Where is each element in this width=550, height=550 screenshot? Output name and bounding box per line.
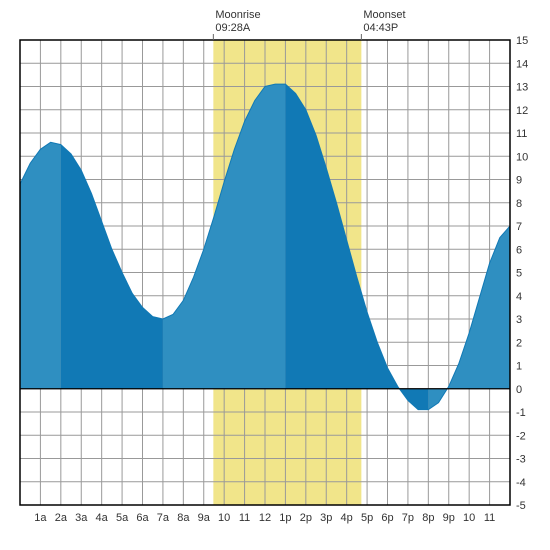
x-tick-label: 1a: [34, 512, 47, 524]
y-tick-label: 7: [516, 221, 522, 233]
x-tick-label: 7p: [402, 512, 414, 524]
x-tick-label: 5p: [361, 512, 373, 524]
moonrise-time: 09:28A: [215, 22, 251, 34]
x-tick-label: 10: [463, 512, 475, 524]
y-tick-label: 5: [516, 268, 522, 280]
chart-svg: -5-4-3-2-101234567891011121314151a2a3a4a…: [0, 0, 550, 550]
y-tick-label: -5: [516, 500, 526, 512]
y-tick-label: 1: [516, 361, 522, 373]
y-tick-label: -3: [516, 454, 526, 466]
y-tick-label: 8: [516, 198, 522, 210]
y-tick-label: 6: [516, 244, 522, 256]
x-tick-label: 4p: [341, 512, 353, 524]
x-tick-label: 1p: [279, 512, 291, 524]
y-tick-label: 10: [516, 151, 528, 163]
x-tick-label: 3a: [75, 512, 88, 524]
x-tick-label: 9a: [198, 512, 211, 524]
x-tick-label: 7a: [157, 512, 170, 524]
y-tick-label: 12: [516, 105, 528, 117]
x-tick-label: 2p: [300, 512, 312, 524]
x-tick-label: 4a: [96, 512, 109, 524]
y-tick-label: 3: [516, 314, 522, 326]
y-tick-label: 13: [516, 82, 528, 94]
x-tick-label: 9p: [443, 512, 455, 524]
x-tick-label: 12: [259, 512, 271, 524]
y-tick-label: 11: [516, 128, 527, 140]
y-tick-label: 2: [516, 337, 522, 349]
y-tick-label: 9: [516, 175, 522, 187]
y-tick-label: -4: [516, 477, 526, 489]
y-tick-label: 0: [516, 384, 522, 396]
y-tick-label: 4: [516, 291, 522, 303]
tide-segment: [20, 142, 61, 388]
x-tick-label: 5a: [116, 512, 129, 524]
x-tick-label: 11: [239, 512, 250, 524]
y-tick-label: -2: [516, 430, 526, 442]
y-tick-label: -1: [516, 407, 526, 419]
x-tick-label: 8p: [422, 512, 434, 524]
y-tick-label: 14: [516, 58, 528, 70]
tide-chart: -5-4-3-2-101234567891011121314151a2a3a4a…: [0, 0, 550, 550]
x-tick-label: 3p: [320, 512, 332, 524]
moonset-title: Moonset: [363, 9, 405, 21]
moonset-time: 04:43P: [363, 22, 398, 34]
x-tick-label: 2a: [55, 512, 68, 524]
x-tick-label: 10: [218, 512, 230, 524]
moonrise-title: Moonrise: [215, 9, 260, 21]
x-tick-label: 6a: [136, 512, 149, 524]
x-tick-label: 8a: [177, 512, 190, 524]
y-tick-label: 15: [516, 35, 528, 47]
x-tick-label: 11: [484, 512, 495, 524]
x-tick-label: 6p: [381, 512, 393, 524]
